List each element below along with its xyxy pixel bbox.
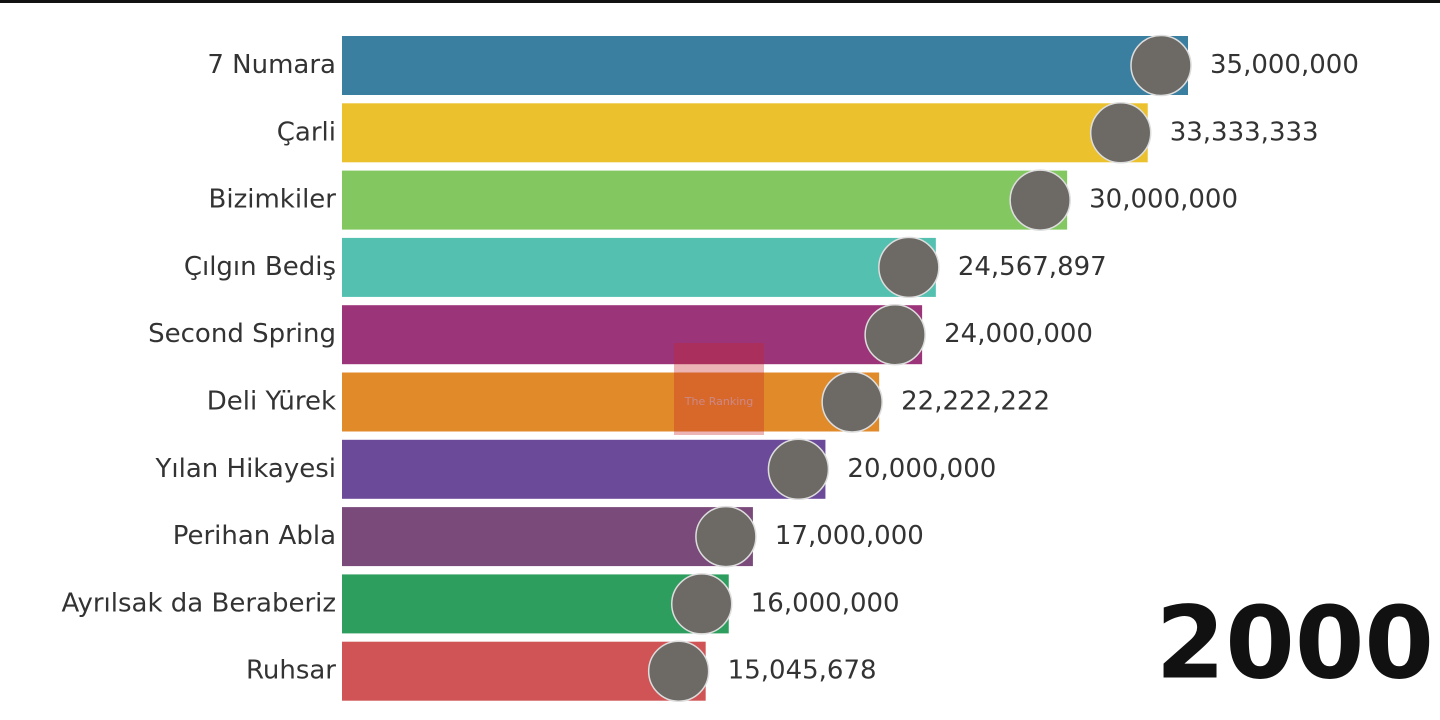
thumbnail: [1089, 102, 1152, 164]
bar: [342, 439, 826, 499]
value-label: 35,000,000: [1210, 50, 1359, 80]
category-label: Perihan Abla: [173, 521, 336, 551]
value-label: 22,222,222: [901, 387, 1050, 417]
value-label: 30,000,000: [1089, 185, 1238, 215]
thumbnail: [1130, 34, 1192, 97]
value-label: 20,000,000: [847, 454, 996, 484]
category-label: Ayrılsak da Beraberiz: [61, 588, 336, 618]
thumbnail: [878, 236, 940, 299]
thumbnail: [821, 371, 883, 433]
category-label: Ruhsar: [246, 656, 336, 686]
year-label: 2000: [1156, 584, 1434, 701]
bar: [342, 641, 706, 701]
category-label: 7 Numara: [207, 50, 336, 80]
value-label: 24,567,897: [958, 252, 1107, 282]
thumbnail: [670, 573, 733, 635]
thumbnail: [864, 303, 926, 366]
bar: [342, 574, 729, 634]
category-label: Bizimkiler: [209, 185, 337, 215]
thumbnail: [695, 505, 757, 568]
value-label: 17,000,000: [775, 521, 924, 551]
thumbnail: [767, 438, 830, 501]
thumbnail: [1009, 169, 1071, 231]
value-label: 33,333,333: [1170, 117, 1319, 147]
value-label: 16,000,000: [751, 588, 900, 618]
value-label: 15,045,678: [728, 656, 877, 686]
value-label: 24,000,000: [944, 319, 1093, 349]
category-label: Second Spring: [148, 319, 336, 349]
bar: [342, 305, 923, 365]
watermark: The Ranking: [684, 395, 753, 408]
bar: [342, 103, 1148, 163]
category-label: Yılan Hikayesi: [155, 454, 336, 484]
thumbnail: [647, 640, 710, 702]
bar: [342, 170, 1068, 230]
bar: [342, 372, 880, 432]
bar: [342, 237, 936, 297]
bar: [342, 507, 753, 567]
category-label: Deli Yürek: [207, 387, 336, 417]
bar: [342, 36, 1188, 95]
top-border: [0, 0, 1440, 3]
category-label: Çılgın Bediş: [184, 252, 336, 282]
category-label: Çarli: [277, 117, 336, 147]
watermark-box: [674, 343, 764, 435]
